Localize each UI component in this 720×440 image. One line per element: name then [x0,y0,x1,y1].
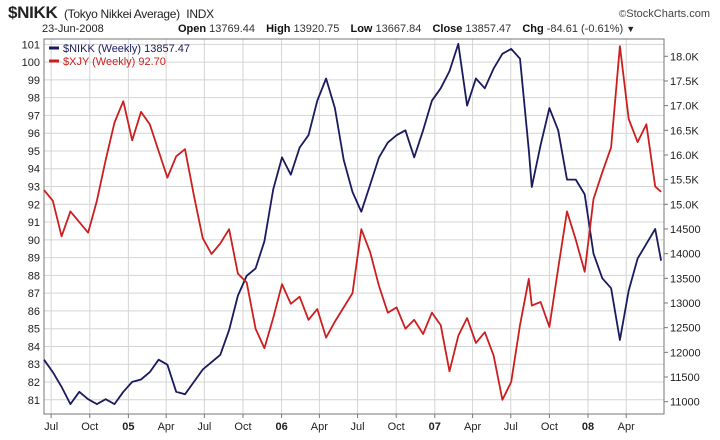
right-tick-label: 12500 [670,323,701,335]
left-tick-label: 81 [28,395,40,407]
x-tick-label: Oct [234,421,251,433]
x-tick-label: Apr [464,421,481,433]
xjy-line [43,45,662,401]
right-tick-label: 15.5K [670,175,699,187]
left-tick-label: 99 [28,75,40,87]
close-label: Close [432,23,463,35]
high-label: High [266,23,291,35]
x-tick-label: Oct [388,421,405,433]
index-name: (Tokyo Nikkei Average) [63,7,180,21]
header-title: $NIKK (Tokyo Nikkei Average) INDX [8,3,214,23]
right-tick-label: 18.0K [670,51,699,63]
right-tick-label: 13500 [670,273,701,285]
left-tick-label: 84 [28,341,40,353]
quote-date: 23-Jun-2008 [42,23,104,35]
left-tick-label: 90 [28,235,40,247]
left-tick-label: 83 [28,359,40,371]
copyright-icon: © [618,9,627,20]
x-tick-label: 08 [582,421,594,433]
left-tick-label: 100 [22,57,40,69]
plot-frame [43,38,665,415]
legend-label: $NIKK (Weekly) 13857.47 [63,43,190,55]
left-tick-label: 85 [28,324,40,336]
left-tick-label: 82 [28,377,40,389]
left-tick-label: 95 [28,146,40,158]
chg-value: -84.61 (-0.61%) [546,23,624,35]
left-tick-label: 93 [28,182,40,194]
dropdown-arrow-icon[interactable]: ▼ [626,24,636,34]
right-tick-label: 16.0K [670,150,699,162]
right-tick-label: 12000 [670,347,701,359]
x-tick-label: Apr [158,421,175,433]
right-tick-label: 17.5K [670,76,699,88]
right-tick-label: 14500 [670,224,701,236]
x-tick-label: Oct [81,421,98,433]
credit-text: StockCharts.com [626,8,710,20]
left-tick-label: 101 [22,39,40,51]
x-tick-label: 05 [122,421,134,433]
left-tick-label: 87 [28,288,40,300]
left-tick-label: 89 [28,253,40,265]
x-tick-label: Jul [197,421,211,433]
x-tick-label: 07 [429,421,441,433]
left-tick-label: 98 [28,93,40,105]
right-tick-label: 17.0K [670,101,699,113]
x-tick-label: 06 [275,421,287,433]
low-label: Low [350,23,373,35]
right-tick-label: 15.0K [670,199,699,211]
left-tick-label: 96 [28,128,40,140]
right-tick-label: 11000 [670,397,700,409]
nikk-line [43,43,662,405]
quote-line: Open 13769.44 High 13920.75 Low 13667.84 Cl… [178,23,635,35]
open-value: 13769.44 [209,23,256,35]
right-tick-label: 11500 [670,372,700,384]
x-tick-label: Oct [541,421,558,433]
right-tick-label: 16.5K [670,125,699,137]
left-tick-label: 91 [28,217,40,229]
x-tick-label: Apr [618,421,635,433]
left-tick-label: 86 [28,306,40,318]
left-tick-label: 97 [28,110,40,122]
symbol: $NIKK [8,3,58,22]
close-value: 13857.47 [465,23,512,35]
left-tick-label: 92 [28,199,40,211]
legend-label: $XJY (Weekly) 92.70 [63,56,166,68]
right-tick-label: 14000 [670,249,701,261]
exchange: INDX [186,7,214,21]
x-tick-label: Apr [311,421,328,433]
chg-label: Chg [522,23,544,35]
left-tick-label: 88 [28,270,40,282]
right-tick-label: 13000 [670,298,701,310]
low-value: 13667.84 [375,23,422,35]
left-tick-label: 94 [28,164,40,176]
plot-border [43,38,665,415]
x-tick-label: Jul [504,421,518,433]
x-tick-label: Jul [44,421,58,433]
credit: ©StockCharts.com [619,8,710,20]
high-value: 13920.75 [293,23,340,35]
open-label: Open [178,23,207,35]
x-tick-label: Jul [351,421,365,433]
